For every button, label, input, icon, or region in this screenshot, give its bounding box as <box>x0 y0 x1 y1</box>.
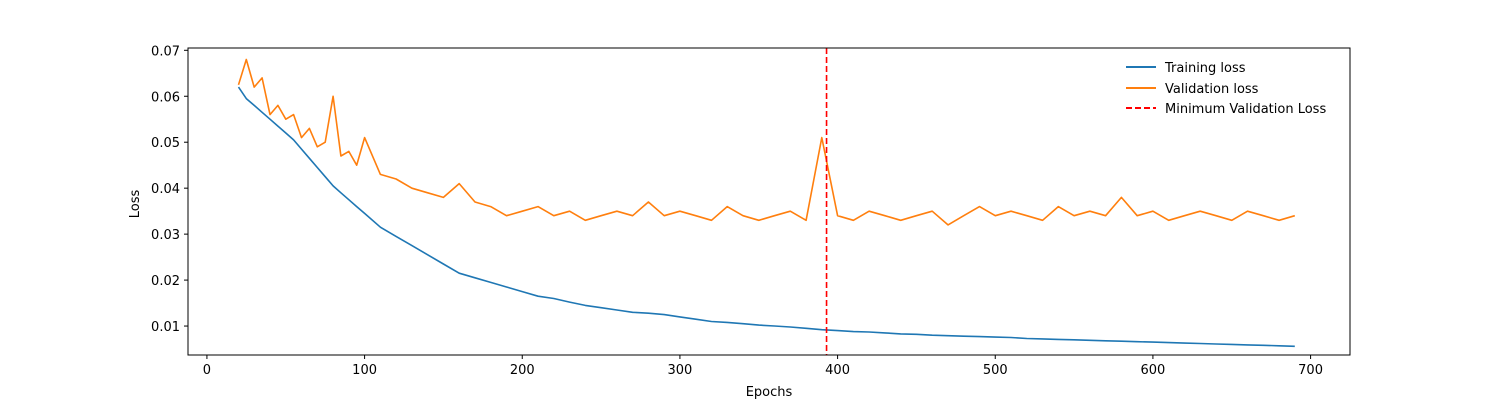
x-tick-label: 500 <box>983 363 1008 378</box>
x-tick-label: 0 <box>203 363 211 378</box>
y-tick-label: 0.07 <box>151 44 180 59</box>
legend: Training loss Validation loss Minimum Va… <box>1126 61 1326 117</box>
legend-label-min-line: Minimum Validation Loss <box>1165 102 1326 117</box>
series-line-training <box>237 86 1295 348</box>
legend-label-validation: Validation loss <box>1165 82 1259 97</box>
y-tick-label: 0.03 <box>151 228 180 243</box>
series-layer <box>237 58 1296 348</box>
y-tick-label: 0.06 <box>151 90 180 105</box>
plot-area <box>188 48 1350 355</box>
legend-label-training: Training loss <box>1164 61 1246 76</box>
x-tick-label: 100 <box>352 363 377 378</box>
x-tick-label: 700 <box>1298 363 1323 378</box>
y-axis-label: Loss <box>128 190 143 219</box>
x-tick-label: 300 <box>668 363 693 378</box>
y-axis-ticks: 0.01 0.02 0.03 0.04 0.05 0.06 0.07 <box>151 44 188 335</box>
x-axis-ticks: 0 100 200 300 400 500 600 700 <box>203 355 1323 378</box>
series-line-validation <box>237 58 1296 226</box>
y-tick-label: 0.04 <box>151 182 180 197</box>
y-tick-label: 0.02 <box>151 274 180 289</box>
x-tick-label: 600 <box>1141 363 1166 378</box>
y-tick-label: 0.05 <box>151 136 180 151</box>
x-tick-label: 400 <box>825 363 850 378</box>
plot-frame <box>187 47 1351 356</box>
x-tick-label: 200 <box>510 363 535 378</box>
x-axis-label: Epochs <box>746 385 793 400</box>
y-tick-label: 0.01 <box>151 320 180 335</box>
